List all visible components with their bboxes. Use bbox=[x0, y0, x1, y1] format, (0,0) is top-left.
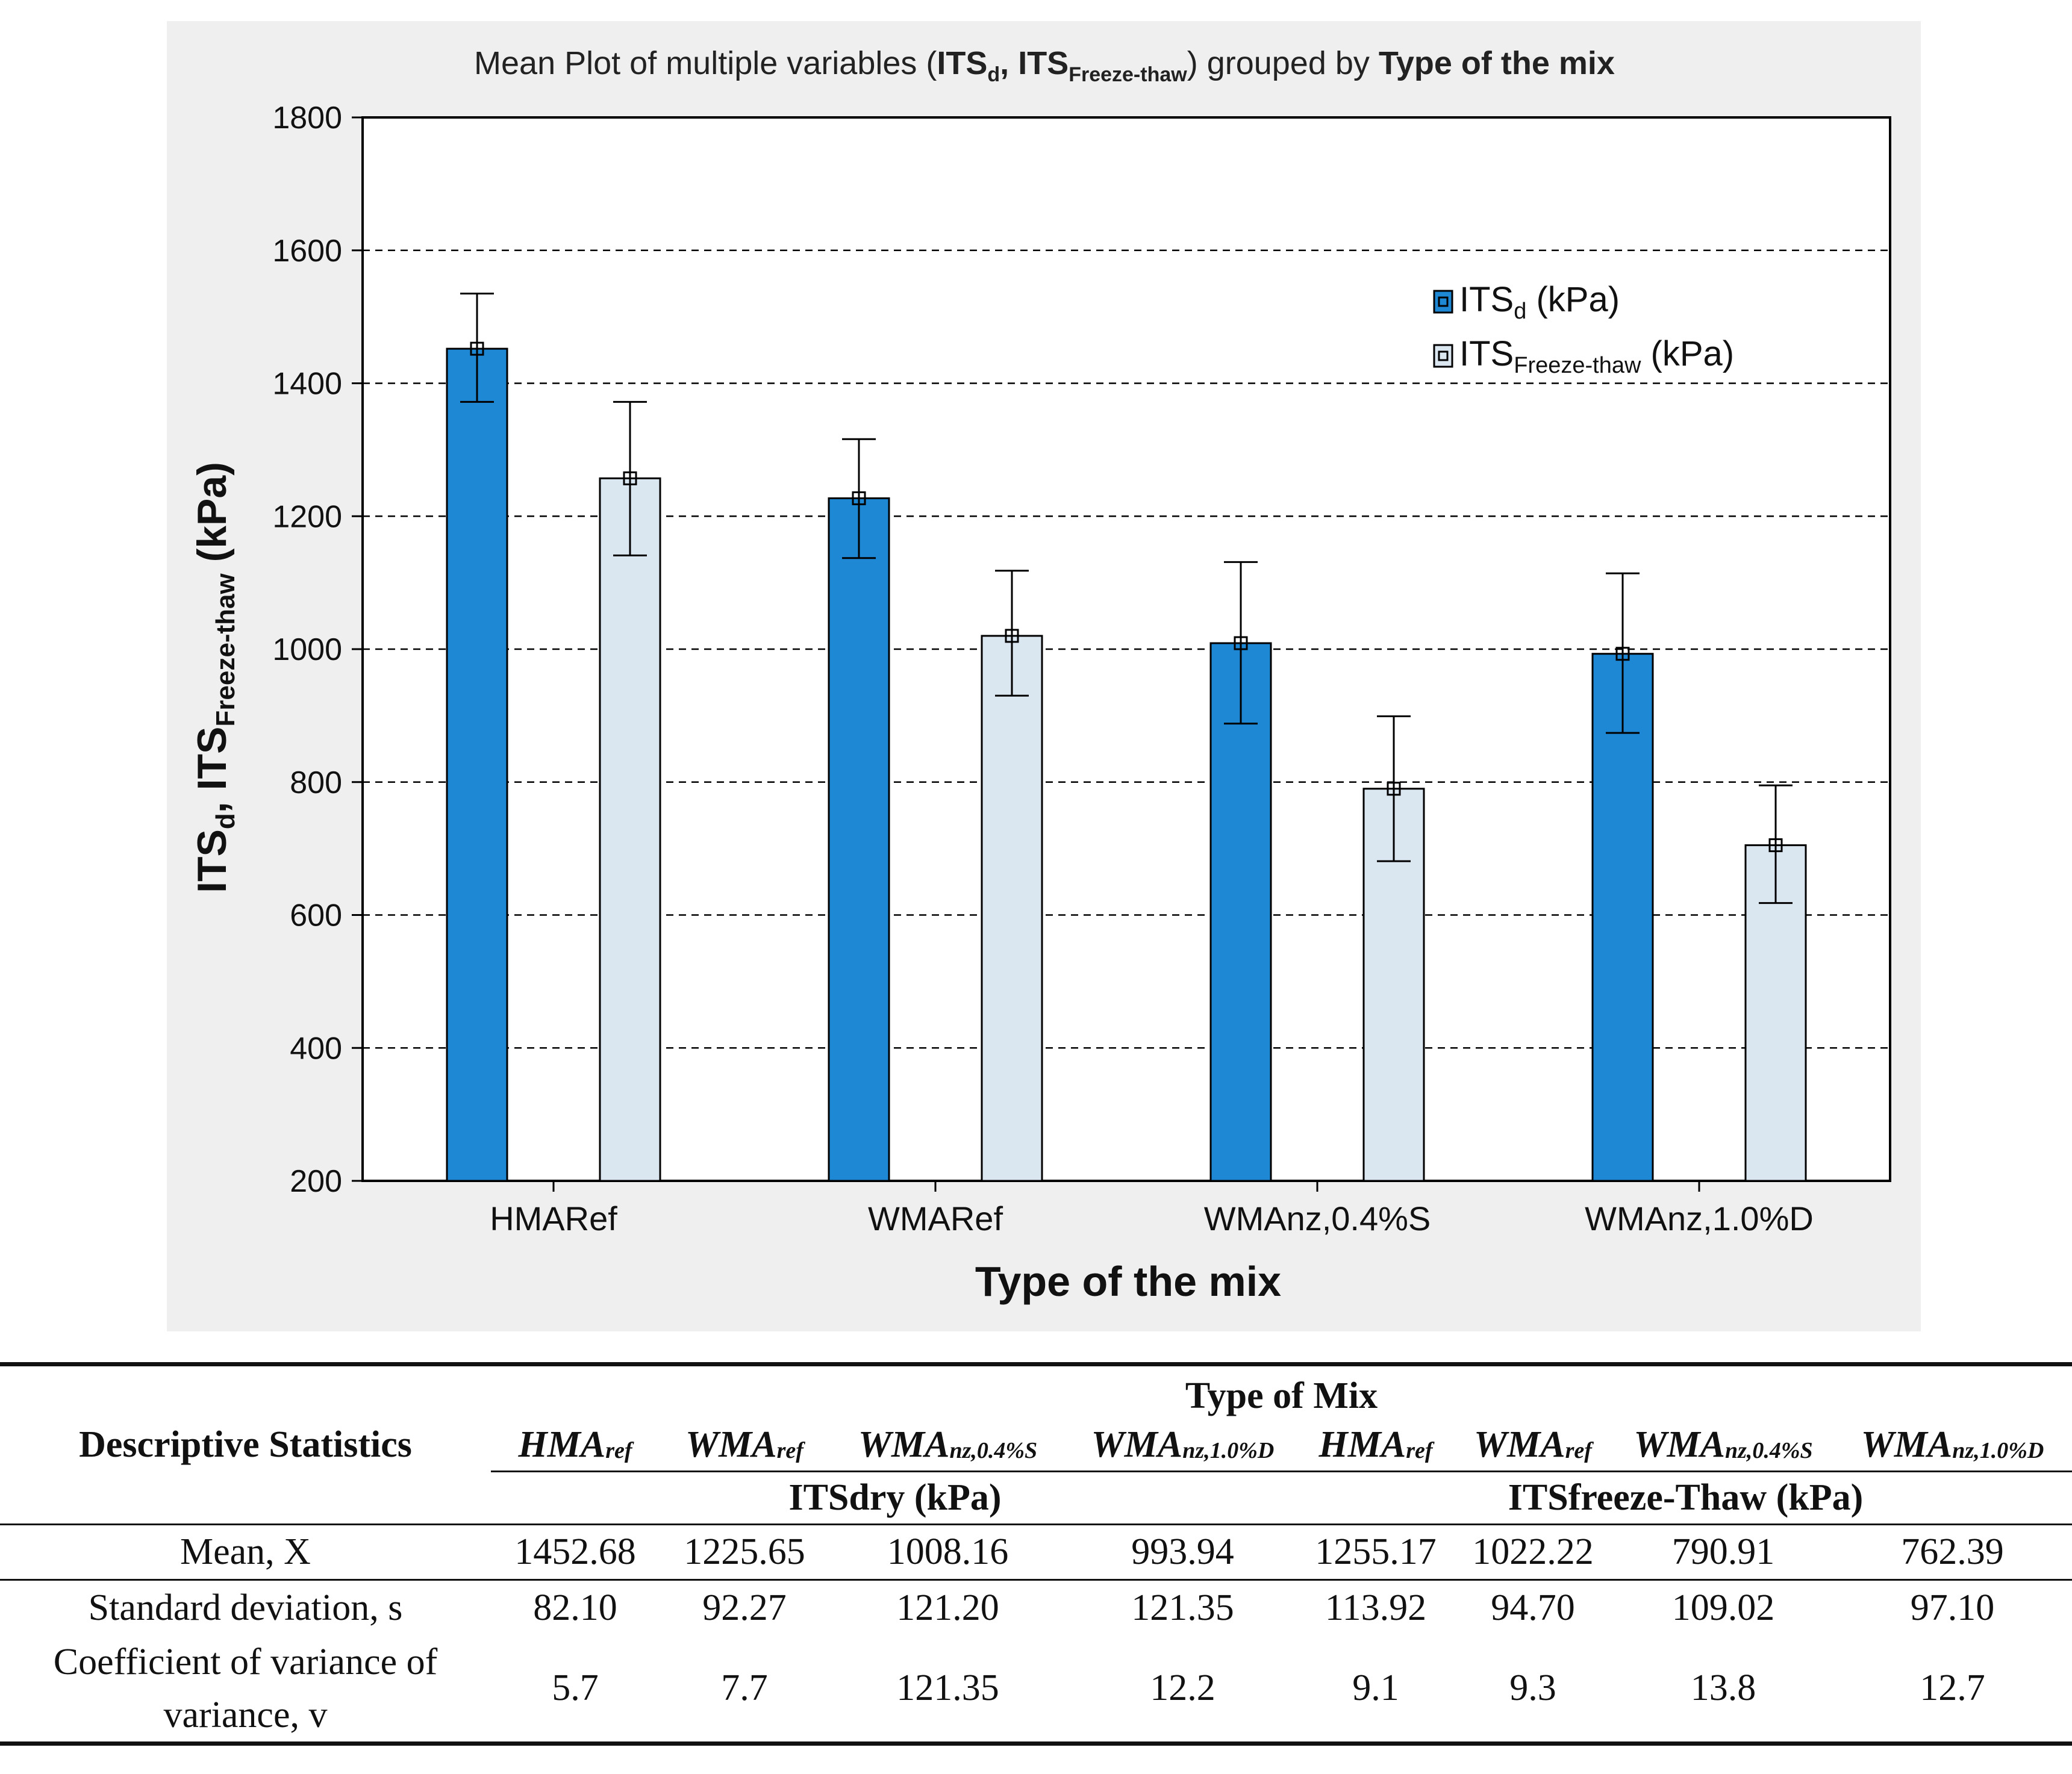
bar bbox=[828, 497, 890, 1182]
table-header-row-3: ITSdry (kPa) ITSfreeze-Thaw (kPa) bbox=[0, 1471, 2072, 1525]
table-cell: 1255.17 bbox=[1315, 1531, 1437, 1572]
column-header: WMAref bbox=[685, 1424, 804, 1466]
measure-header-freeze-thaw: ITSfreeze-Thaw (kPa) bbox=[1299, 1471, 2072, 1525]
table-cell: 12.2 bbox=[1150, 1667, 1215, 1709]
table-cell: 121.20 bbox=[896, 1587, 999, 1628]
mean-marker bbox=[1615, 647, 1630, 661]
legend-item-itsft: ITSFreeze-thaw (kPa) bbox=[1433, 334, 1734, 378]
legend: ITSd (kPa) ITSFreeze-thaw (kPa) bbox=[1433, 280, 1734, 378]
mean-marker bbox=[623, 471, 637, 485]
table-cell: 9.3 bbox=[1509, 1667, 1556, 1709]
column-header: WMAnz,1.0%D bbox=[1091, 1424, 1275, 1466]
x-tick-label: WMARef bbox=[868, 1200, 1003, 1237]
table-group-header: Type of Mix bbox=[1185, 1375, 1378, 1416]
x-axis-label: Type of the mix bbox=[975, 1258, 1281, 1305]
x-tick-label: WMAnz,1.0%D bbox=[1585, 1200, 1814, 1237]
column-header: WMAref bbox=[1474, 1424, 1592, 1466]
mean-marker bbox=[852, 491, 866, 505]
table-cell: 82.10 bbox=[533, 1587, 617, 1628]
chart-figure: Mean Plot of multiple variables (ITSd, I… bbox=[189, 45, 1891, 1305]
statistics-table: Descriptive Statistics Type of Mix HMAre… bbox=[0, 1362, 2072, 1746]
y-tick-label: 1400 bbox=[272, 367, 342, 402]
mean-marker bbox=[1768, 838, 1783, 853]
bar bbox=[1591, 653, 1654, 1182]
table-cell: 121.35 bbox=[1131, 1587, 1234, 1628]
table-row: Coefficient of variance of variance, v 5.… bbox=[0, 1636, 2072, 1744]
y-axis-ticks: 200 400 600 800 1000 1200 1400 1600 1800 bbox=[272, 101, 363, 1199]
column-header: HMAref bbox=[518, 1424, 632, 1466]
bar bbox=[599, 477, 661, 1182]
table-cell: 109.02 bbox=[1671, 1587, 1775, 1628]
mean-marker bbox=[1387, 782, 1401, 796]
table-cell: 1225.65 bbox=[684, 1531, 805, 1572]
y-tick-label: 800 bbox=[290, 765, 342, 800]
y-tick-label: 200 bbox=[290, 1164, 342, 1199]
y-tick-label: 1600 bbox=[272, 234, 342, 269]
row-label: Coefficient of variance of variance, v bbox=[53, 1641, 438, 1735]
bar bbox=[1209, 642, 1272, 1182]
legend-marker-itsft bbox=[1438, 350, 1449, 361]
table-cell: 7.7 bbox=[721, 1667, 768, 1709]
column-header: HMAref bbox=[1318, 1424, 1433, 1466]
bar bbox=[981, 635, 1043, 1182]
table-cell: 9.1 bbox=[1352, 1667, 1399, 1709]
y-tick-label: 1800 bbox=[272, 101, 342, 135]
table-header-row-2: HMAref WMAref WMAnz,0.4%S WMAnz,1.0%D HM… bbox=[0, 1420, 2072, 1472]
y-tick-label: 400 bbox=[290, 1031, 342, 1066]
y-axis-label: ITSd, ITSFreeze-thaw (kPa) bbox=[189, 462, 240, 893]
x-tick-label: WMAnz,0.4%S bbox=[1204, 1200, 1431, 1237]
legend-label-itsd: ITSd (kPa) bbox=[1459, 280, 1620, 324]
table-cell: 790.91 bbox=[1671, 1531, 1775, 1572]
table-row: Mean, X 1452.68 1225.65 1008.16 993.94 1… bbox=[0, 1524, 2072, 1580]
row-label: Standard deviation, s bbox=[88, 1587, 403, 1628]
table-cell: 113.92 bbox=[1325, 1587, 1427, 1628]
table-corner-label: Descriptive Statistics bbox=[79, 1424, 412, 1465]
table-cell: 1008.16 bbox=[887, 1531, 1009, 1572]
table-row: Standard deviation, s 82.10 92.27 121.20… bbox=[0, 1579, 2072, 1636]
table-cell: 13.8 bbox=[1690, 1667, 1756, 1709]
legend-item-itsd: ITSd (kPa) bbox=[1433, 280, 1620, 324]
legend-marker-itsd bbox=[1438, 296, 1449, 307]
chart-title: Mean Plot of multiple variables (ITSd, I… bbox=[474, 45, 1615, 86]
column-header: WMAnz,1.0%D bbox=[1861, 1424, 2044, 1466]
table-cell: 97.10 bbox=[1910, 1587, 1995, 1628]
row-label: Mean, X bbox=[180, 1531, 311, 1572]
measure-header-dry: ITSdry (kPa) bbox=[491, 1471, 1299, 1525]
mean-marker bbox=[1234, 636, 1248, 650]
table-cell: 1452.68 bbox=[514, 1531, 636, 1572]
column-header: WMAnz,0.4%S bbox=[858, 1424, 1038, 1466]
chart-panel: Mean Plot of multiple variables (ITSd, I… bbox=[167, 21, 1921, 1331]
table-cell: 12.7 bbox=[1920, 1667, 1985, 1709]
statistics-table-section: Descriptive Statistics Type of Mix HMAre… bbox=[0, 1362, 2072, 1746]
table-cell: 94.70 bbox=[1491, 1587, 1575, 1628]
x-tick-label: HMARef bbox=[490, 1200, 617, 1237]
legend-swatch-itsft bbox=[1433, 344, 1453, 368]
bar bbox=[446, 347, 508, 1182]
y-tick-label: 1000 bbox=[272, 632, 342, 667]
table-cell: 1022.22 bbox=[1472, 1531, 1594, 1572]
table-cell: 121.35 bbox=[896, 1667, 999, 1709]
table-cell: 92.27 bbox=[702, 1587, 787, 1628]
table-cell: 993.94 bbox=[1131, 1531, 1234, 1572]
x-axis-ticks: HMARef WMARef WMAnz,0.4%S WMAnz,1.0%D bbox=[490, 1181, 1814, 1237]
y-tick-label: 600 bbox=[290, 898, 342, 933]
column-header: WMAnz,0.4%S bbox=[1634, 1424, 1813, 1466]
mean-marker bbox=[470, 341, 484, 356]
legend-swatch-itsd bbox=[1433, 290, 1453, 314]
table-cell: 762.39 bbox=[1901, 1531, 2004, 1572]
y-tick-label: 1200 bbox=[272, 499, 342, 534]
mean-marker bbox=[1005, 629, 1019, 643]
table-header-row-1: Descriptive Statistics Type of Mix bbox=[0, 1364, 2072, 1465]
legend-label-itsft: ITSFreeze-thaw (kPa) bbox=[1459, 334, 1734, 378]
error-bars bbox=[460, 292, 1793, 904]
table-cell: 5.7 bbox=[552, 1667, 599, 1709]
